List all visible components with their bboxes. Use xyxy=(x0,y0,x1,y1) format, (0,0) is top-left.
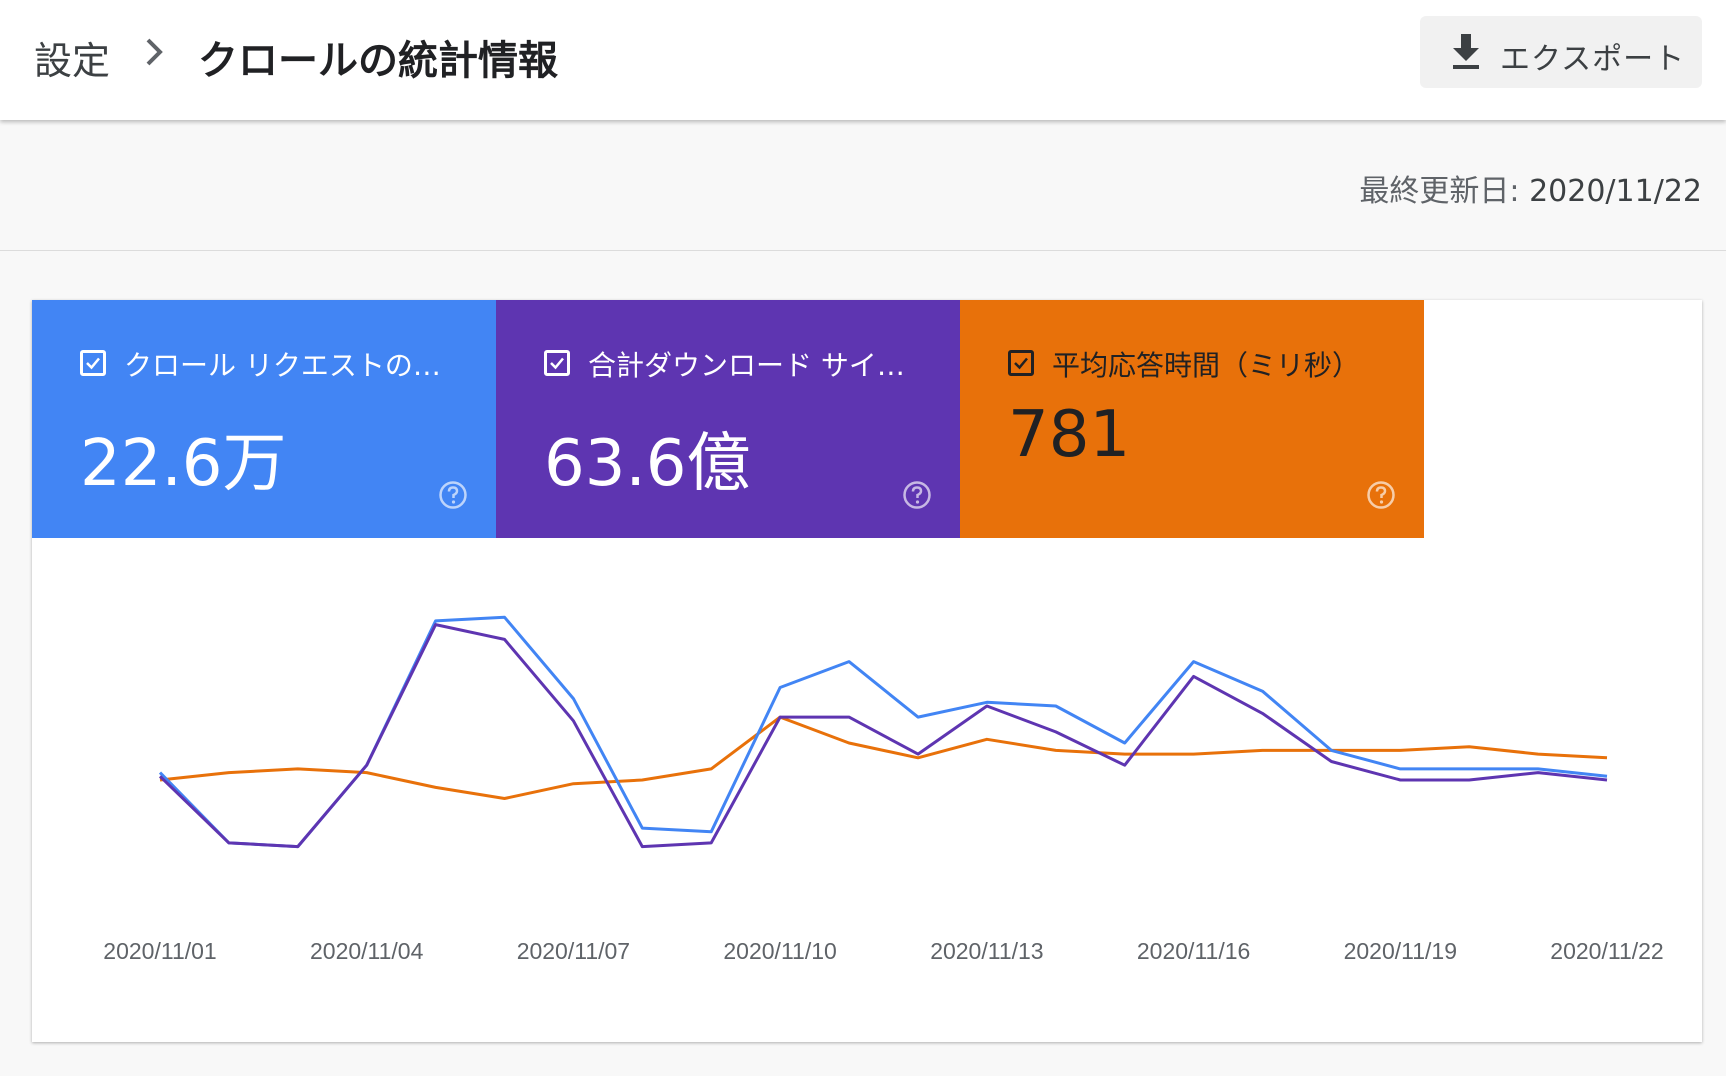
help-circle-icon[interactable] xyxy=(902,480,932,510)
metric-label: 平均応答時間（ミリ秒） xyxy=(1052,349,1361,382)
checkbox-checked-icon[interactable] xyxy=(544,350,570,376)
crawl-stats-chart: 2020/11/01 2020/11/04 2020/11/07 2020/11/10… xyxy=(103,615,1664,964)
x-tick-label: 2020/11/04 xyxy=(310,938,424,964)
metric-tile-download-size[interactable]: 合計ダウンロード サイ… 63.6億 xyxy=(496,300,960,538)
last-updated: 最終更新日: 2020/11/22 xyxy=(1359,166,1702,210)
help-circle-icon[interactable] xyxy=(438,480,468,510)
app-header: 設定 クロールの統計情報 エクスポート xyxy=(0,0,1726,120)
metric-value: 63.6億 xyxy=(544,427,751,501)
crawl-stats-card: クロール リクエストの… 22.6万 合計ダウンロード サイ… 63.6億 平均… xyxy=(32,300,1702,1042)
x-tick-label: 2020/11/19 xyxy=(1344,938,1457,964)
download-icon xyxy=(1453,34,1479,69)
metric-value: 781 xyxy=(1008,398,1131,472)
metric-tile-requests[interactable]: クロール リクエストの… 22.6万 xyxy=(32,300,496,538)
last-updated-date: 2020/11/22 xyxy=(1529,174,1702,209)
x-tick-label: 2020/11/07 xyxy=(517,938,630,964)
divider xyxy=(0,250,1726,251)
series-line-2 xyxy=(159,715,1608,800)
x-tick-label: 2020/11/16 xyxy=(1137,938,1250,964)
x-tick-label: 2020/11/01 xyxy=(103,938,216,964)
export-button[interactable]: エクスポート xyxy=(1420,16,1702,88)
metric-label: 合計ダウンロード サイ… xyxy=(588,349,905,382)
last-updated-label: 最終更新日: xyxy=(1359,174,1520,209)
series-line-1 xyxy=(158,623,1608,849)
metric-label: クロール リクエストの… xyxy=(124,349,441,382)
breadcrumb-settings[interactable]: 設定 xyxy=(34,39,111,83)
chevron-right-icon xyxy=(146,38,163,66)
help-circle-icon[interactable] xyxy=(1366,480,1396,510)
series-line-0 xyxy=(158,615,1608,849)
export-label: エクスポート xyxy=(1500,42,1686,77)
checkbox-checked-icon[interactable] xyxy=(80,350,106,376)
page-title: クロールの統計情報 xyxy=(198,38,558,84)
x-tick-label: 2020/11/10 xyxy=(723,938,836,964)
metric-value: 22.6万 xyxy=(80,427,287,501)
x-tick-label: 2020/11/22 xyxy=(1550,938,1663,964)
metric-tile-response-time[interactable]: 平均応答時間（ミリ秒） 781 xyxy=(960,300,1424,538)
checkbox-checked-icon[interactable] xyxy=(1008,350,1034,376)
x-tick-label: 2020/11/13 xyxy=(930,938,1043,964)
